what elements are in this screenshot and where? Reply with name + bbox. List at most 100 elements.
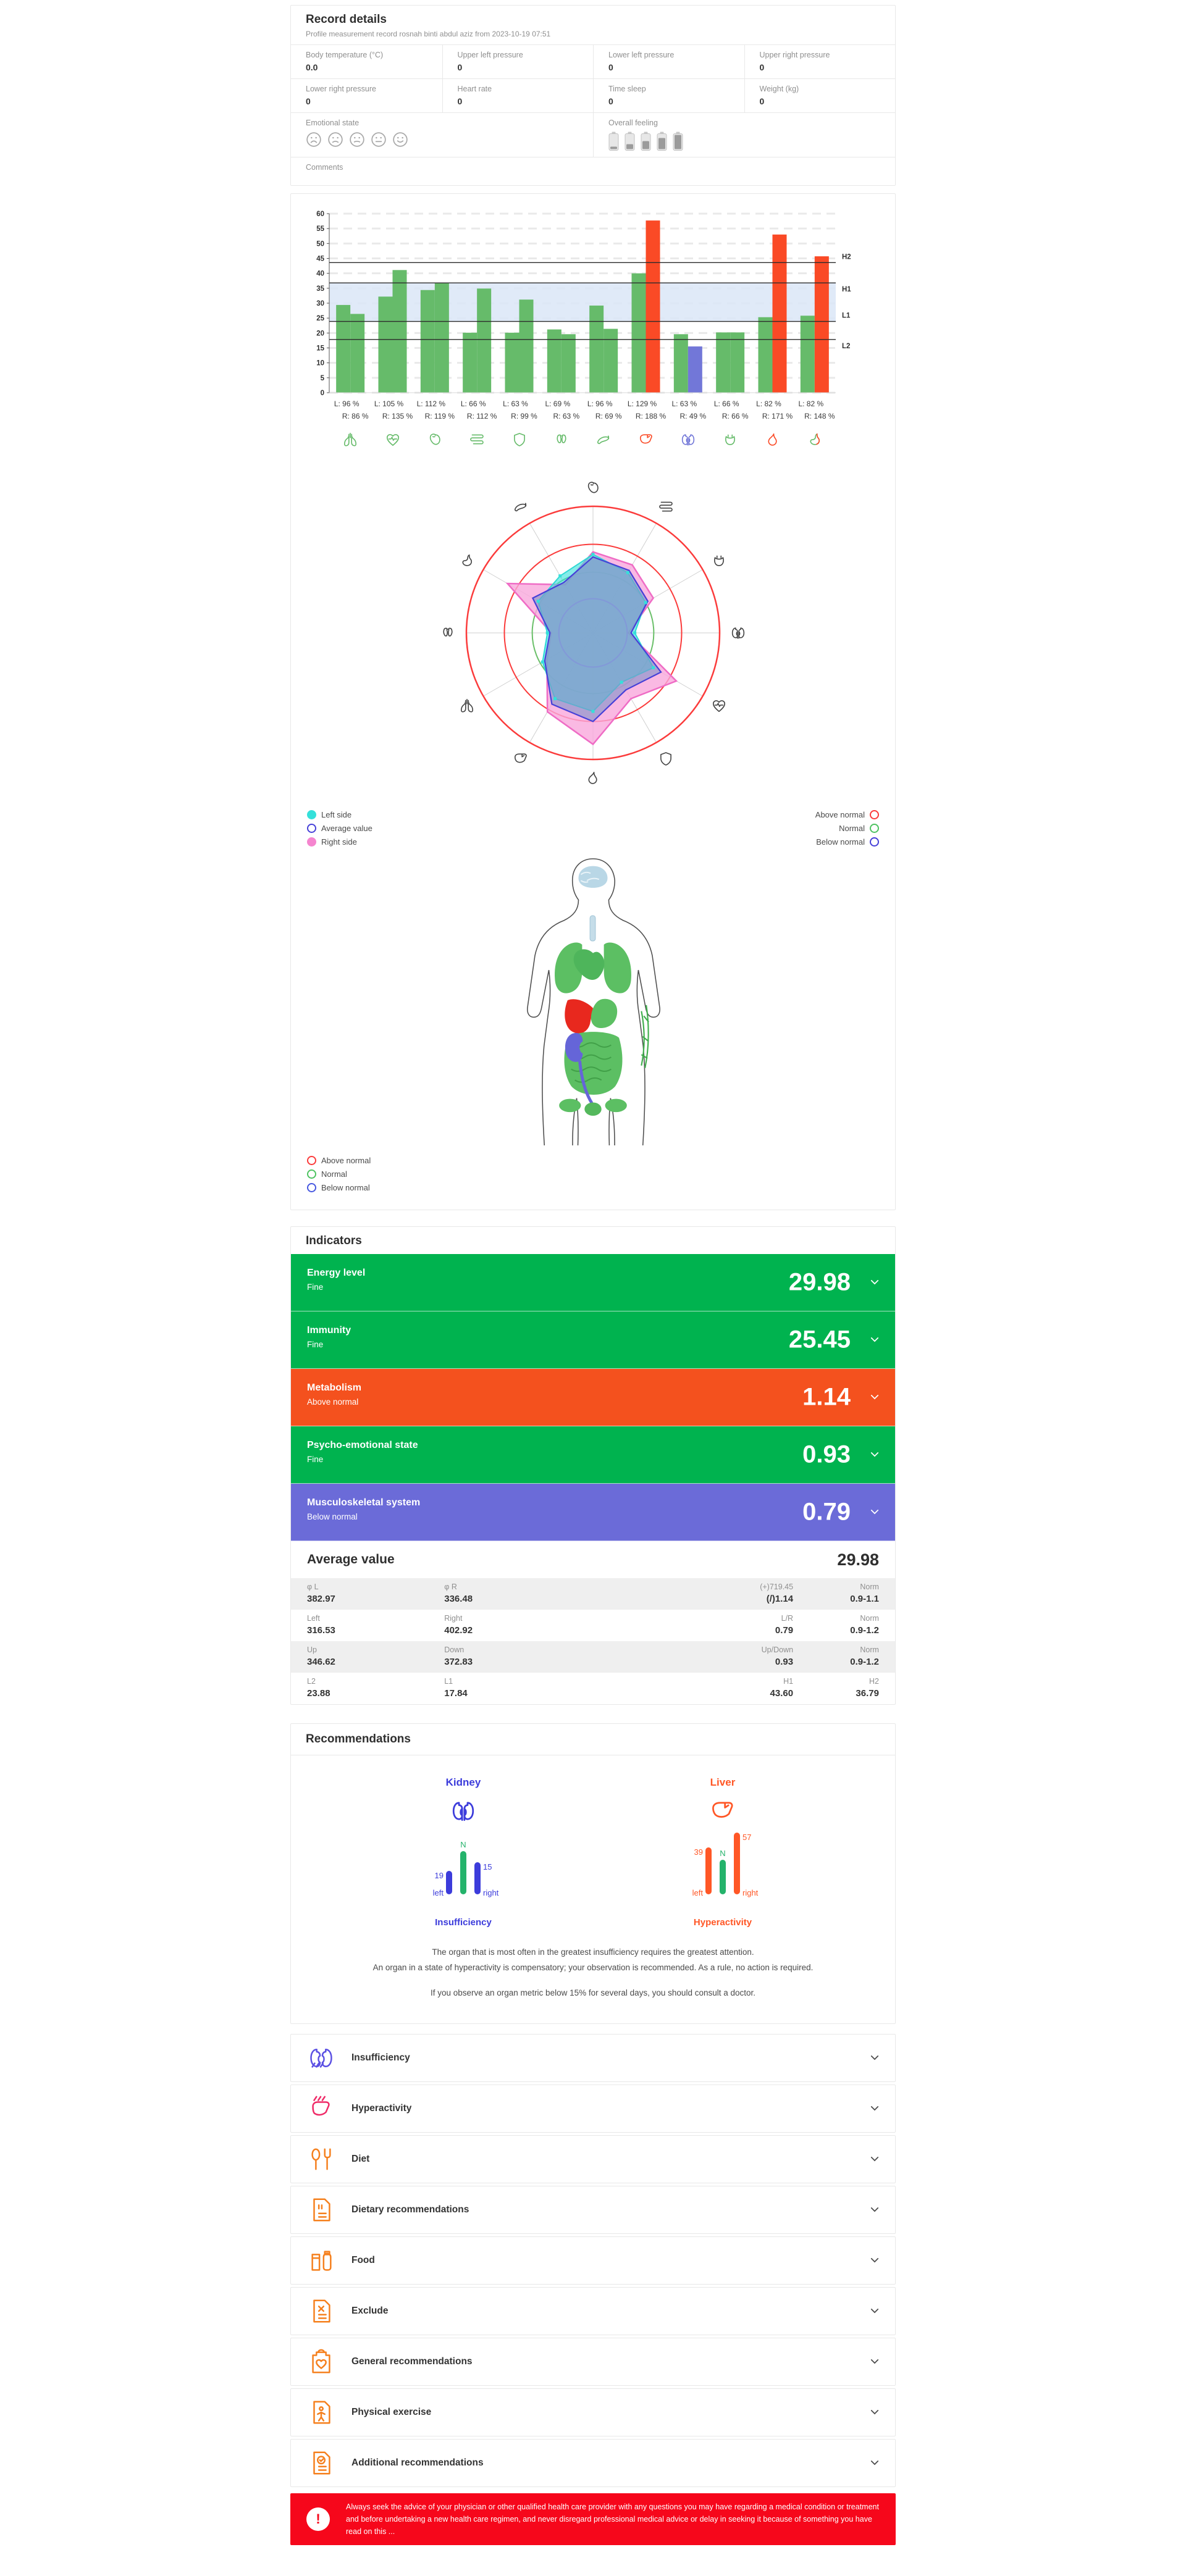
record-field-upper-left-pressure: Upper left pressure 0: [442, 44, 593, 78]
bar-group-gallbladder: L: 82 % R: 171 %: [756, 234, 793, 420]
field-label: Upper left pressure: [457, 51, 523, 59]
accordion-additional-recommendations[interactable]: Additional recommendations: [290, 2438, 896, 2487]
accordion-exclude[interactable]: Exclude: [290, 2286, 896, 2335]
record-field-weight-kg-: Weight (kg) 0: [744, 78, 895, 112]
stats-value: (/)1.14: [766, 1594, 794, 1604]
stomach-axis-icon: [462, 554, 473, 566]
field-label: Lower left pressure: [608, 51, 675, 59]
neutral-face-icon[interactable]: [371, 132, 387, 148]
bar-group-kidneys: L: 63 % R: 49 %: [671, 334, 707, 420]
overall-feeling-picker[interactable]: [608, 132, 880, 151]
svg-text:L: 66 %: L: 66 %: [714, 399, 739, 408]
emotional-state-picker[interactable]: [306, 132, 578, 148]
sad-face-icon[interactable]: [327, 132, 343, 148]
chevron-down-icon[interactable]: [870, 1279, 879, 1285]
record-field-heart-rate: Heart rate 0: [442, 78, 593, 112]
accordion-dietary-recommendations[interactable]: Dietary recommendations: [290, 2185, 896, 2234]
organ-radar-chart: [420, 460, 766, 809]
stats-label: Norm: [860, 1614, 879, 1623]
arm-vessels: [641, 1005, 649, 1068]
chevron-down-icon[interactable]: [870, 1337, 879, 1342]
chevron-down-icon[interactable]: [870, 2460, 879, 2465]
stats-value: 336.48: [444, 1594, 473, 1604]
battery-icon[interactable]: [657, 132, 667, 151]
acc-food-icon: [311, 2251, 332, 2271]
legend-item: Above normal: [815, 810, 879, 819]
field-value: 0: [457, 62, 463, 72]
chevron-down-icon[interactable]: [870, 1509, 879, 1515]
battery-icon[interactable]: [641, 132, 651, 151]
accordion-food[interactable]: Food: [290, 2236, 896, 2285]
battery-icon[interactable]: [673, 132, 683, 151]
stats-value: 0.9-1.2: [850, 1657, 879, 1667]
stats-cell: Down 372.83: [444, 1646, 581, 1667]
chevron-down-icon[interactable]: [870, 2308, 879, 2314]
indicator-label: Musculoskeletal system: [307, 1497, 421, 1508]
indicator-row-musculoskeletal-system[interactable]: Musculoskeletal system Below normal 0.79: [291, 1484, 895, 1541]
indicator-row-immunity[interactable]: Immunity Fine 25.45: [291, 1311, 895, 1369]
chevron-down-icon[interactable]: [870, 2055, 879, 2060]
field-value: 0: [457, 96, 463, 106]
indicator-label: Metabolism: [307, 1382, 362, 1393]
organ-balance-bar-chart: 0 5 10 15 20 25 30 35 40 45 50 55 60 L: 96 % R: 86 % L:…: [305, 205, 881, 458]
meh-face-icon[interactable]: [349, 132, 365, 148]
very-sad-face-icon[interactable]: [306, 132, 322, 148]
chevron-down-icon[interactable]: [870, 2156, 879, 2162]
legend-label: Below normal: [321, 1183, 370, 1192]
svg-text:60: 60: [316, 211, 324, 218]
stats-row: L2 23.88 L1 17.84 H1 43.60 H2 36.79: [291, 1673, 895, 1704]
heart-axis-icon: [587, 482, 599, 493]
svg-text:N: N: [460, 1840, 466, 1849]
chevron-down-icon[interactable]: [870, 2106, 879, 2111]
chevron-down-icon[interactable]: [870, 1394, 879, 1400]
field-label: Heart rate: [457, 85, 492, 93]
chevron-down-icon[interactable]: [870, 1452, 879, 1457]
smile-face-icon[interactable]: [392, 132, 408, 148]
field-value: 0: [759, 96, 765, 106]
indicator-value: 0.79: [802, 1498, 851, 1526]
svg-text:R: 66 %: R: 66 %: [722, 412, 749, 420]
svg-text:R: 135 %: R: 135 %: [382, 412, 413, 420]
average-value-swatch: [307, 824, 316, 833]
organ-name: Kidney: [445, 1776, 481, 1788]
legend-label: Above normal: [321, 1156, 371, 1165]
svg-text:15: 15: [316, 345, 324, 353]
legend-item: Below normal: [307, 1183, 879, 1192]
record-subtitle: Profile measurement record rosnah binti …: [306, 30, 551, 38]
svg-text:L2: L2: [842, 343, 850, 350]
accordion-diet[interactable]: Diet: [290, 2135, 896, 2183]
stats-label: L1: [444, 1677, 453, 1686]
trachea: [589, 915, 596, 942]
stats-label: Down: [444, 1646, 465, 1654]
radar-legend-levels: Above normal Normal Below normal: [815, 810, 879, 847]
radar-legend-sides: Left side Average value Right side: [307, 810, 372, 847]
gallbladder-axis-icon: [588, 771, 597, 784]
lungs-axis-icon: [461, 698, 474, 713]
stats-label: (+)719.45: [760, 1583, 794, 1591]
stats-cell: φ L 382.97: [307, 1583, 444, 1604]
average-value-row: Average value 29.98: [291, 1541, 895, 1578]
stats-cell: Left 316.53: [307, 1614, 444, 1636]
chevron-down-icon[interactable]: [870, 2359, 879, 2364]
accordion-physical-exercise[interactable]: Physical exercise: [290, 2388, 896, 2436]
indicator-label: Immunity: [307, 1325, 351, 1336]
svg-text:45: 45: [316, 256, 324, 263]
battery-icon[interactable]: [608, 132, 619, 151]
heartpulse-icon: [386, 434, 399, 446]
chevron-down-icon[interactable]: [870, 2409, 879, 2415]
average-value-label: Average value: [307, 1552, 395, 1566]
accordion-general-recommendations[interactable]: General recommendations: [290, 2337, 896, 2386]
accordion-hyperactivity[interactable]: Hyperactivity: [290, 2084, 896, 2133]
bar-group-intestine: L: 66 % R: 112 %: [461, 288, 497, 420]
chevron-down-icon[interactable]: [870, 2257, 879, 2263]
legend-label: Below normal: [816, 837, 865, 847]
field-value: 0.0: [306, 62, 318, 72]
chevron-down-icon[interactable]: [870, 2207, 879, 2212]
accordion-insufficiency[interactable]: Insufficiency: [290, 2033, 896, 2082]
indicator-row-psycho-emotional-state[interactable]: Psycho-emotional state Fine 0.93: [291, 1426, 895, 1484]
indicator-row-metabolism[interactable]: Metabolism Above normal 1.14: [291, 1369, 895, 1426]
bar-group-thyroid: L: 69 % R: 63 %: [545, 329, 580, 420]
heart-organ: [573, 949, 605, 980]
battery-icon[interactable]: [625, 132, 635, 151]
indicator-row-energy-level[interactable]: Energy level Fine 29.98: [291, 1254, 895, 1311]
